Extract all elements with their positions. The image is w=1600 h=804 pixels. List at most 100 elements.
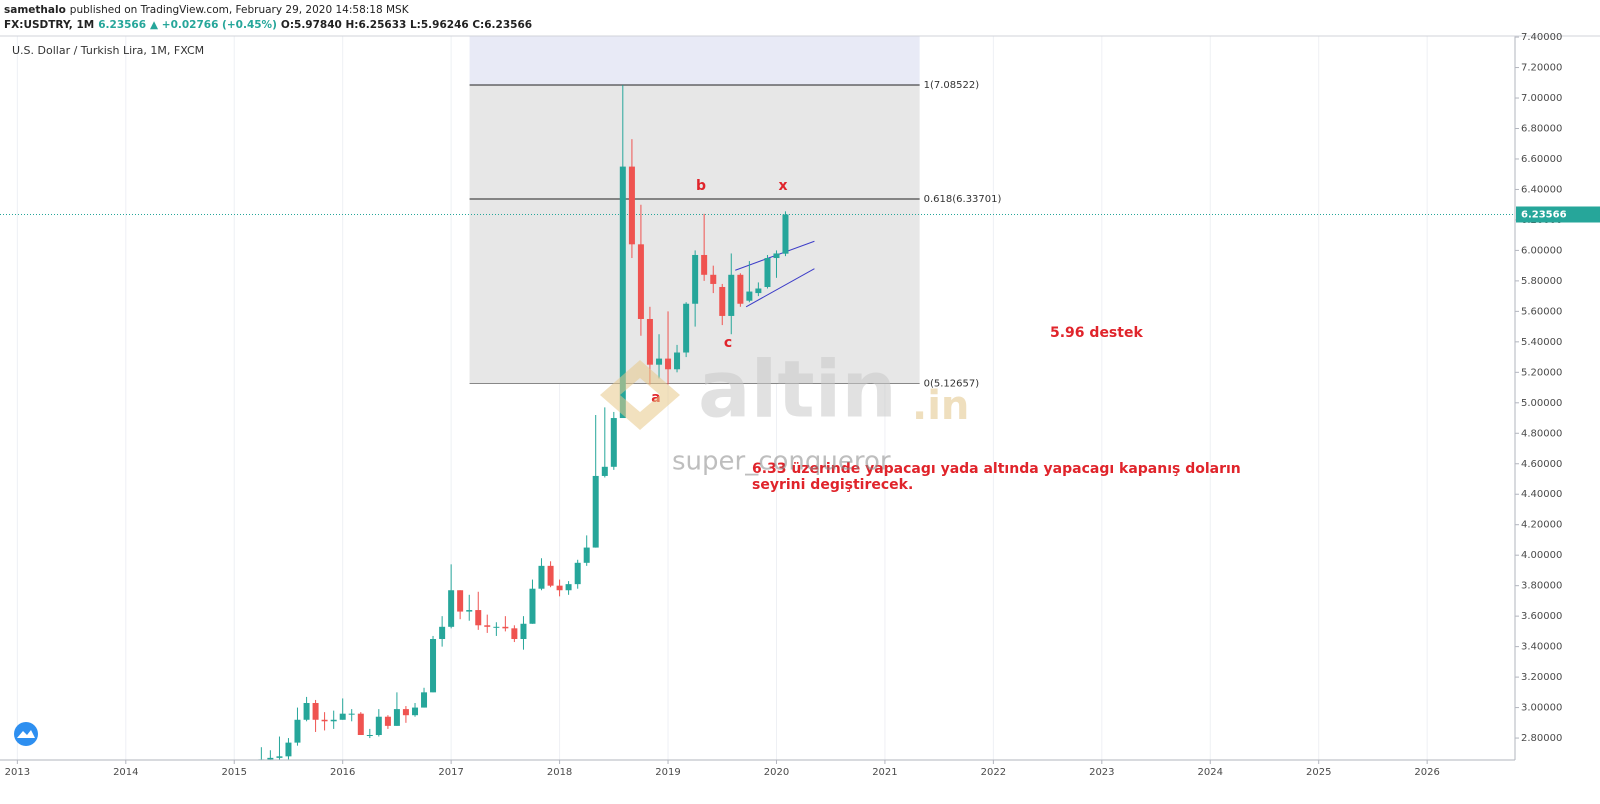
candle [312, 699, 319, 732]
candle [393, 692, 400, 726]
candle-body [592, 475, 599, 548]
channel-line [745, 268, 815, 308]
y-tick-label: 5.40000 [1521, 337, 1562, 348]
candle [366, 728, 373, 739]
watermark-user: super_conqueror [672, 447, 891, 477]
candle-body [511, 628, 518, 640]
candle [493, 622, 500, 636]
candle [384, 715, 391, 729]
candle [665, 311, 672, 385]
y-tick-label: 4.80000 [1521, 428, 1562, 439]
candle-body [520, 623, 527, 640]
candle [402, 706, 409, 723]
candle [565, 581, 572, 595]
candle [412, 703, 419, 717]
x-tick-label: 2018 [547, 767, 572, 778]
axes: 7.40000 7.20000 7.00000 6.80000 6.60000 6.400… [5, 32, 1600, 778]
y-tick-label: 5.20000 [1521, 367, 1562, 378]
y-tick-label: 3.20000 [1521, 672, 1562, 683]
y-tick-label: 3.40000 [1521, 642, 1562, 653]
candle-body [276, 756, 283, 758]
candle-body [321, 719, 328, 722]
y-tick-label: 2.80000 [1521, 733, 1562, 744]
candle-body [710, 274, 717, 284]
wave-label: c [724, 335, 732, 351]
logo-cloud [17, 730, 35, 738]
candle-body [430, 639, 437, 693]
candle [674, 344, 681, 373]
candle [692, 250, 699, 327]
candle [746, 261, 753, 303]
candle [755, 282, 762, 297]
candle [439, 616, 446, 647]
x-tick-label: 2013 [5, 767, 30, 778]
y-tick-label: 6.80000 [1521, 124, 1562, 135]
candle [339, 698, 346, 720]
y-tick-label: 4.00000 [1521, 550, 1562, 561]
candle [430, 635, 437, 693]
last: 6.23566 [98, 19, 146, 31]
y-tick-label: 4.40000 [1521, 489, 1562, 500]
fib-level-label: 1(7.08522) [924, 80, 980, 91]
candle [601, 407, 608, 478]
fib-extension-area [469, 36, 920, 86]
y-tick-label: 6.40000 [1521, 184, 1562, 195]
candle-body [502, 626, 509, 629]
candle-body [746, 291, 753, 301]
candle-body [773, 253, 780, 259]
candle [764, 254, 771, 289]
x-tick-label: 2017 [438, 767, 463, 778]
y-tick-label: 3.80000 [1521, 581, 1562, 592]
candle-body [583, 547, 590, 563]
candle-body [475, 610, 482, 626]
y-tick-label: 4.20000 [1521, 520, 1562, 531]
candle-body [782, 214, 789, 254]
candle-body [538, 565, 545, 589]
watermark-logo [600, 360, 680, 430]
candle-body [412, 707, 419, 716]
candles [258, 85, 789, 760]
candle-body [357, 713, 364, 736]
candle-body [484, 625, 491, 627]
y-tick-label: 5.00000 [1521, 398, 1562, 409]
ohlc: O:5.97840 H:6.25633 L:5.96246 C:6.23566 [281, 19, 532, 31]
candle-body [285, 742, 292, 757]
candle [547, 561, 554, 588]
candle [574, 559, 581, 589]
candle-body [665, 358, 672, 370]
candle [710, 265, 717, 294]
candle-body [421, 692, 428, 708]
candle [267, 750, 274, 760]
candle [728, 253, 735, 335]
candle [466, 594, 473, 621]
candle [773, 250, 780, 278]
annotation: 6.33 üzerinde yapacagı yada altında yapa… [752, 461, 1241, 477]
candle-body [466, 610, 473, 612]
x-tick-label: 2021 [872, 767, 897, 778]
y-tick-label: 3.60000 [1521, 611, 1562, 622]
candle [637, 204, 644, 336]
candle [520, 616, 527, 650]
header-quote: FX:USDTRY, 1M 6.23566 ▲ +0.02766 (+0.45%) O… [4, 19, 532, 31]
candle-body [728, 274, 735, 316]
x-tick-label: 2020 [764, 767, 789, 778]
candle [628, 139, 635, 259]
candle [619, 85, 626, 419]
watermark: altin .in super_conqueror [600, 345, 969, 477]
candle-body [393, 709, 400, 726]
candle [348, 709, 355, 722]
candle-body [294, 719, 301, 743]
candle [475, 591, 482, 630]
candle-body [764, 258, 771, 287]
y-tick-label: 5.60000 [1521, 306, 1562, 317]
fib-retracement-area [469, 85, 920, 384]
candle [583, 535, 590, 566]
y-tick-label: 7.00000 [1521, 93, 1562, 104]
x-tick-label: 2014 [113, 767, 138, 778]
candle-body [683, 303, 690, 353]
candle-body [339, 713, 346, 720]
candle [719, 283, 726, 326]
candle-body [701, 254, 708, 275]
x-tick-label: 2023 [1089, 767, 1114, 778]
